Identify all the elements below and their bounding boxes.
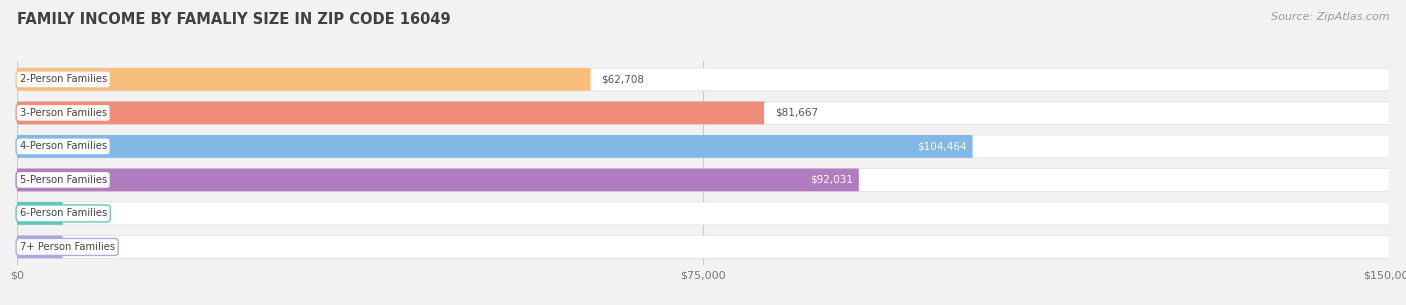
PathPatch shape: [17, 102, 1389, 124]
PathPatch shape: [17, 235, 1389, 258]
Text: 2-Person Families: 2-Person Families: [20, 74, 107, 84]
Text: $62,708: $62,708: [602, 74, 644, 84]
PathPatch shape: [17, 202, 1389, 225]
Text: $92,031: $92,031: [810, 175, 853, 185]
Text: Source: ZipAtlas.com: Source: ZipAtlas.com: [1271, 12, 1389, 22]
Text: $0: $0: [73, 208, 87, 218]
PathPatch shape: [17, 135, 973, 158]
Text: 3-Person Families: 3-Person Families: [20, 108, 107, 118]
PathPatch shape: [17, 102, 763, 124]
PathPatch shape: [17, 135, 1389, 158]
Text: $0: $0: [73, 242, 87, 252]
PathPatch shape: [17, 68, 591, 91]
Text: 7+ Person Families: 7+ Person Families: [20, 242, 115, 252]
Text: $81,667: $81,667: [775, 108, 818, 118]
Text: $104,464: $104,464: [918, 142, 967, 151]
PathPatch shape: [17, 68, 1389, 91]
PathPatch shape: [17, 235, 63, 258]
Text: 5-Person Families: 5-Person Families: [20, 175, 107, 185]
PathPatch shape: [17, 202, 63, 225]
Text: 6-Person Families: 6-Person Families: [20, 208, 107, 218]
Text: 4-Person Families: 4-Person Families: [20, 142, 107, 151]
PathPatch shape: [17, 169, 859, 191]
Text: FAMILY INCOME BY FAMALIY SIZE IN ZIP CODE 16049: FAMILY INCOME BY FAMALIY SIZE IN ZIP COD…: [17, 12, 450, 27]
PathPatch shape: [17, 169, 1389, 191]
